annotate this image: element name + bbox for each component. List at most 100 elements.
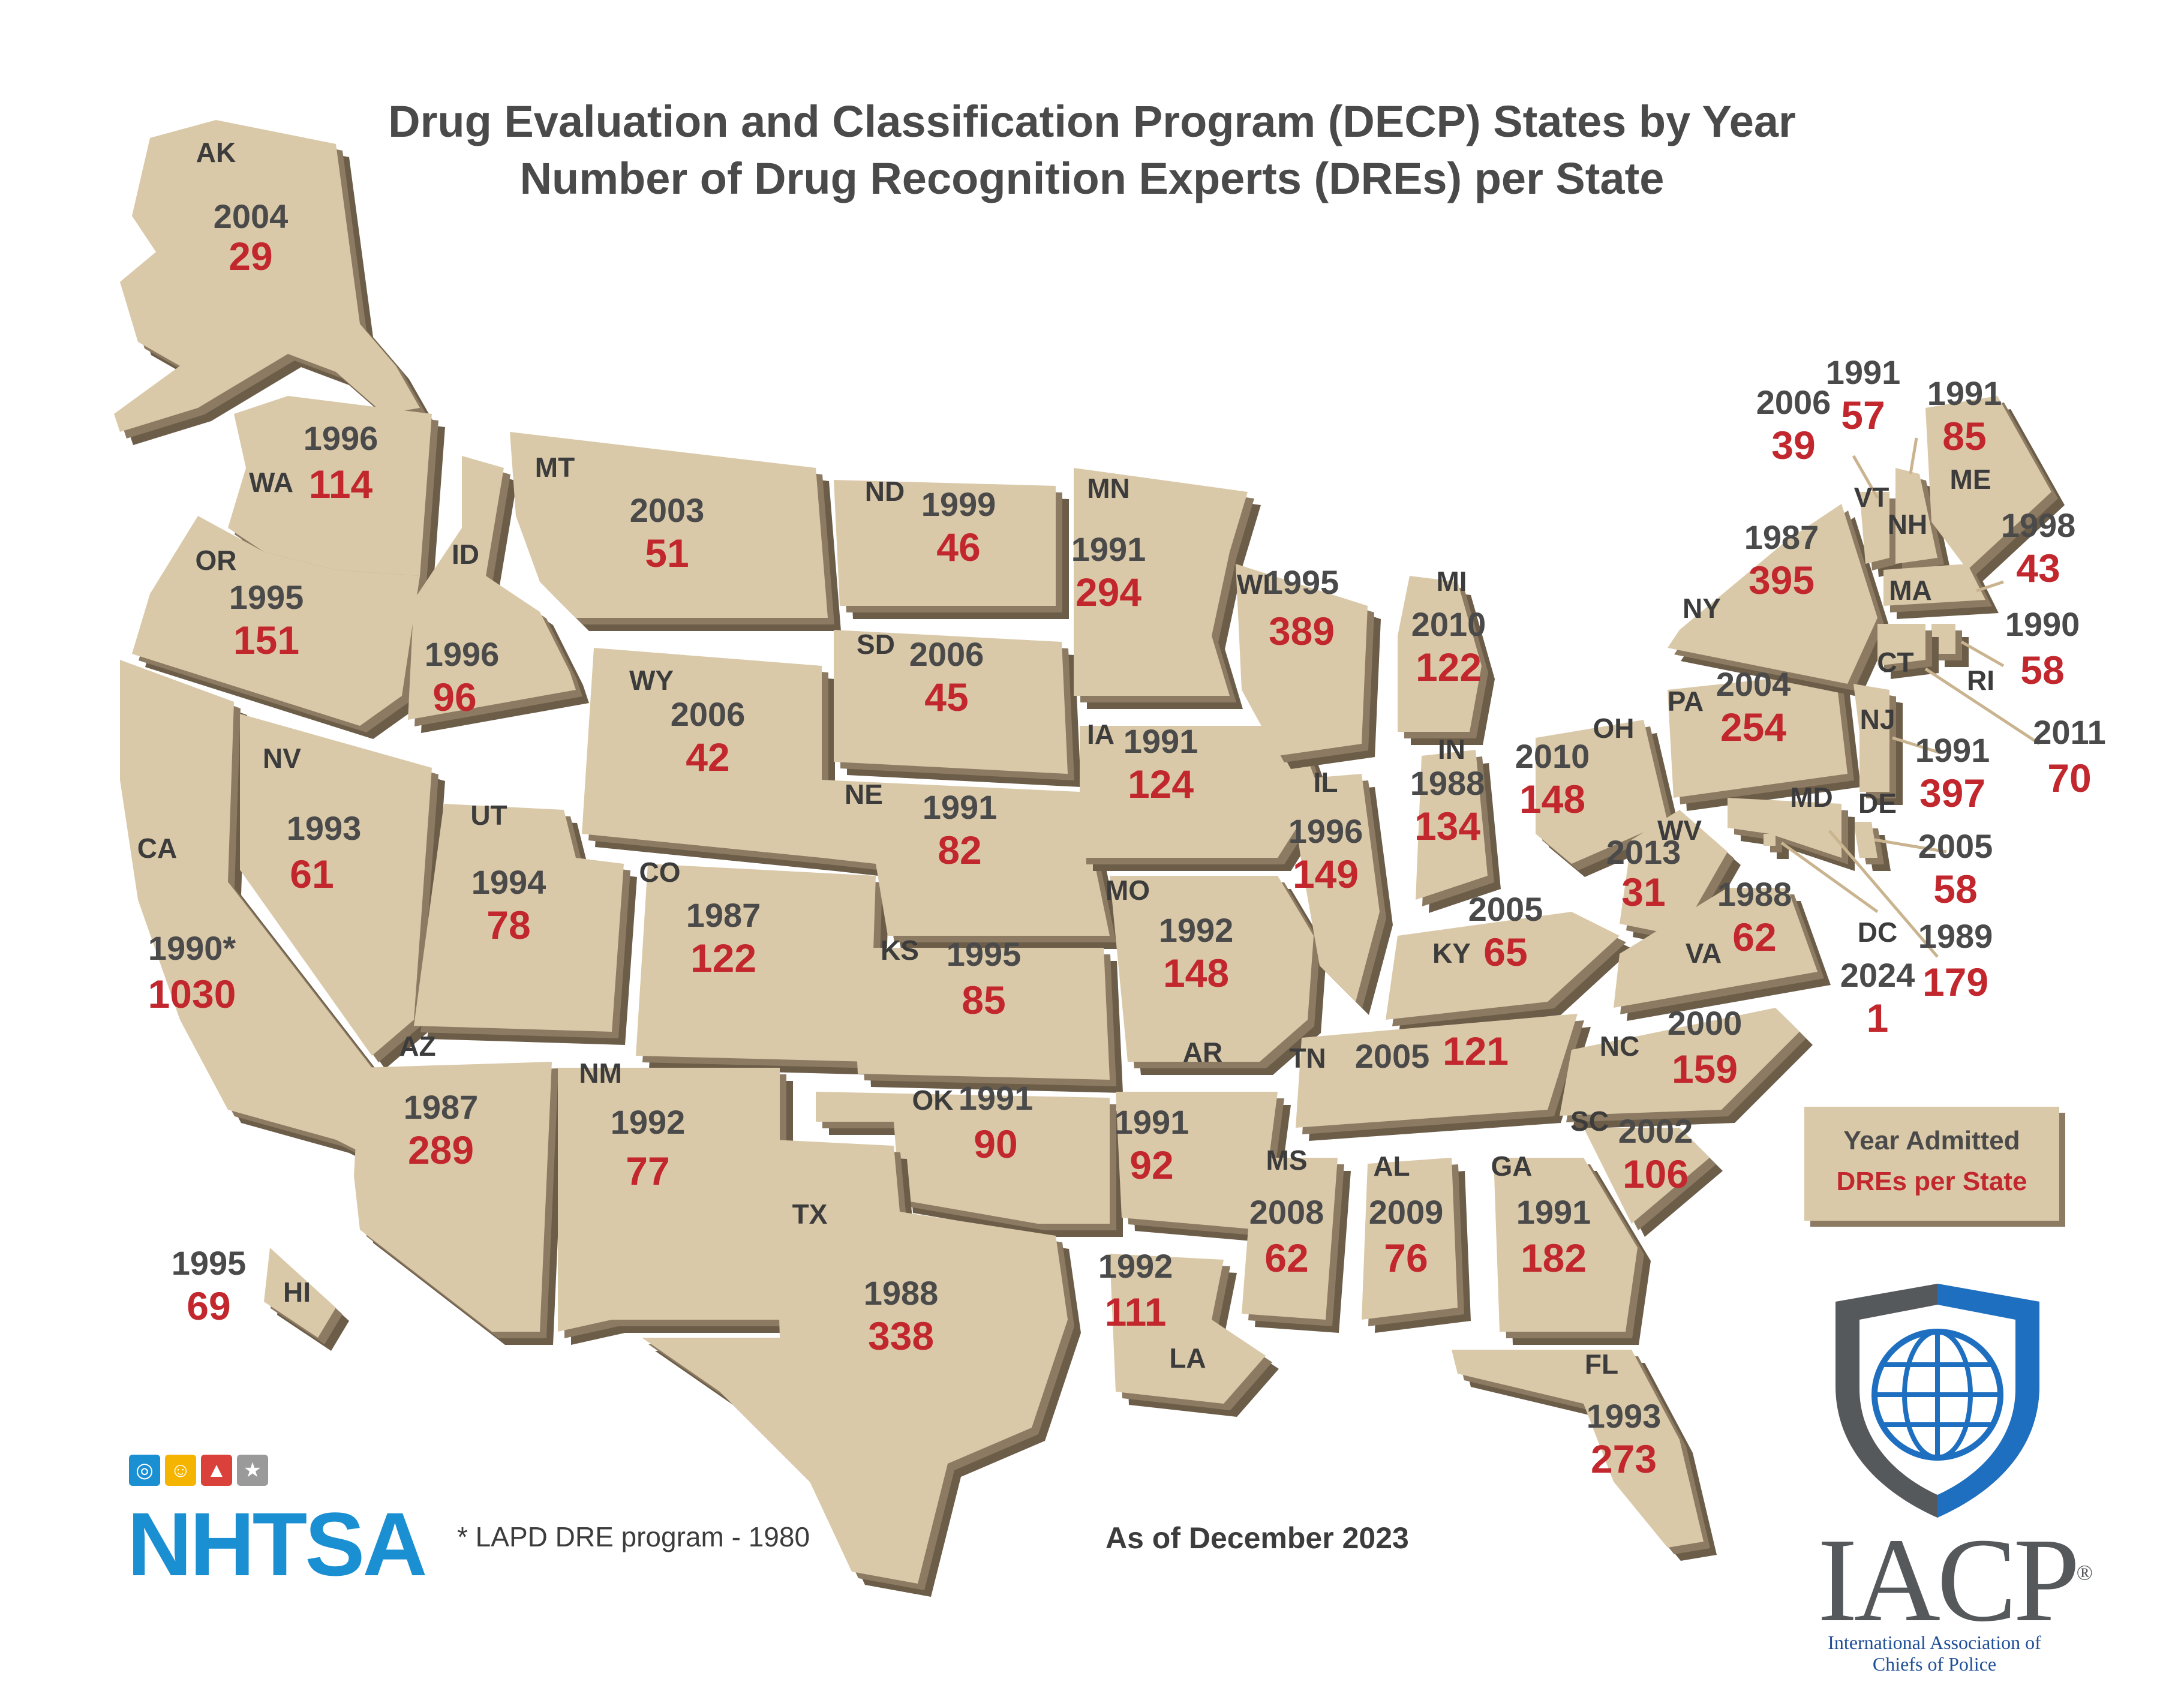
state-abbr-dc: DC <box>1858 917 1897 948</box>
state-abbr-nh: NH <box>1888 509 1927 540</box>
state-top-ca <box>120 660 372 1152</box>
state-year-mo: 1992 <box>1159 911 1234 949</box>
state-dre-count-mi: 122 <box>1416 645 1482 689</box>
state-abbr-nv: NV <box>263 743 301 774</box>
state-top-mn <box>1074 468 1248 696</box>
state-top-ne <box>822 780 1110 936</box>
state-al <box>1362 1158 1471 1333</box>
state-or <box>132 516 433 739</box>
state-top-tn <box>1296 1014 1578 1128</box>
state-dre-count-wy: 42 <box>686 735 729 779</box>
state-dre-count-in: 134 <box>1414 804 1480 848</box>
as-of-date: As of December 2023 <box>1105 1521 1409 1555</box>
state-year-tn: 2005 <box>1355 1037 1430 1075</box>
state-co <box>636 864 889 1075</box>
state-abbr-co: CO <box>639 857 681 888</box>
state-year-tx: 1988 <box>864 1274 939 1312</box>
state-abbr-ca: CA <box>137 833 177 864</box>
state-year-ut: 1994 <box>471 863 546 901</box>
state-abbr-ri: RI <box>1967 665 1994 696</box>
state-ma <box>1883 564 1999 619</box>
state-abbr-nm: NM <box>579 1058 622 1089</box>
map-title: Drug Evaluation and Classification Progr… <box>388 97 1796 146</box>
state-abbr-ak: AK <box>196 137 236 168</box>
state-top-or <box>132 516 420 726</box>
state-abbr-wv: WV <box>1657 815 1702 846</box>
state-abbr-nj: NJ <box>1860 704 1895 735</box>
state-top-nh <box>1895 468 1937 564</box>
state-top-mt <box>510 432 828 618</box>
state-dre-count-tn: 121 <box>1443 1029 1509 1073</box>
state-ia <box>1080 726 1333 871</box>
state-top-ky <box>1386 912 1620 1020</box>
state-top-sc <box>1584 1128 1710 1224</box>
state-ky <box>1386 912 1633 1033</box>
state-dre-count-ut: 78 <box>486 903 530 947</box>
nhtsa-icon-row: ◎ ☺ ▲ ★ <box>129 1455 268 1486</box>
state-pa <box>1668 672 1861 811</box>
state-dre-count-az: 289 <box>408 1128 474 1172</box>
state-abbr-ma: MA <box>1889 575 1932 606</box>
state-year-ms: 2008 <box>1249 1193 1324 1231</box>
state-year-id: 1996 <box>425 635 500 673</box>
state-year-ma: 1998 <box>2001 506 2076 544</box>
iacp-logo-text: IACP® <box>1818 1514 2093 1647</box>
state-year-co: 1987 <box>686 896 761 934</box>
state-abbr-oh: OH <box>1593 713 1635 744</box>
state-abbr-ct: CT <box>1877 647 1913 678</box>
state-me <box>1925 396 2065 583</box>
state-top-nd <box>834 480 1056 606</box>
state-dre-count-mn: 294 <box>1076 570 1141 614</box>
state-top-fl <box>1452 1350 1704 1548</box>
state-tn <box>1296 1014 1591 1141</box>
state-year-pa: 2004 <box>1716 665 1791 703</box>
state-year-sc: 2002 <box>1618 1112 1693 1150</box>
state-year-ok: 1991 <box>959 1079 1034 1117</box>
state-top-vt <box>1859 492 1889 564</box>
state-abbr-sc: SC <box>1570 1106 1609 1137</box>
state-top-mo <box>1110 876 1314 1062</box>
state-abbr-mo: MO <box>1105 875 1150 906</box>
state-year-ia: 1991 <box>1123 722 1198 760</box>
state-top-ga <box>1494 1158 1638 1332</box>
state-abbr-ne: NE <box>845 779 883 810</box>
state-year-ct: 2011 <box>2033 713 2106 751</box>
state-sc <box>1584 1128 1723 1237</box>
state-ri <box>1931 624 1969 667</box>
state-dre-count-tx: 338 <box>868 1314 934 1358</box>
callout-leader-line <box>1976 580 2004 593</box>
state-dre-count-ia: 124 <box>1128 762 1194 806</box>
state-year-mn: 1991 <box>1071 530 1146 568</box>
state-top-az <box>354 1062 552 1332</box>
state-abbr-in: IN <box>1438 734 1465 765</box>
state-abbr-ny: NY <box>1683 593 1721 624</box>
state-wi <box>1236 564 1381 769</box>
state-ms <box>1242 1158 1351 1333</box>
state-abbr-ms: MS <box>1266 1145 1308 1176</box>
state-year-ar: 1991 <box>1114 1103 1189 1141</box>
callout-leader-line <box>1852 455 1879 499</box>
state-dre-count-ne: 82 <box>938 828 981 872</box>
state-abbr-mn: MN <box>1087 473 1130 504</box>
state-top-tx <box>642 1140 1068 1584</box>
state-top-ma <box>1883 564 1985 606</box>
state-dre-count-ok: 90 <box>974 1122 1017 1166</box>
state-dre-count-pa: 254 <box>1720 705 1786 749</box>
state-abbr-sd: SD <box>857 629 895 660</box>
state-ak <box>114 120 433 445</box>
state-top-ak <box>114 120 420 432</box>
state-top-ct <box>1877 624 1925 666</box>
state-wv <box>1620 810 1741 949</box>
state-top-ok <box>816 1092 1110 1224</box>
state-year-hi: 1995 <box>172 1244 247 1282</box>
state-nh <box>1895 468 1951 577</box>
state-dre-count-vt: 39 <box>1771 423 1815 467</box>
state-dre-count-wv: 31 <box>1621 870 1665 914</box>
state-year-me: 1991 <box>1927 374 2002 412</box>
state-top-nm <box>558 1068 780 1332</box>
state-abbr-la: LA <box>1169 1342 1206 1374</box>
callout-leader-line <box>1960 640 2005 668</box>
state-abbr-az: AZ <box>399 1031 435 1062</box>
state-abbr-il: IL <box>1314 767 1338 798</box>
state-abbr-id: ID <box>452 539 479 570</box>
